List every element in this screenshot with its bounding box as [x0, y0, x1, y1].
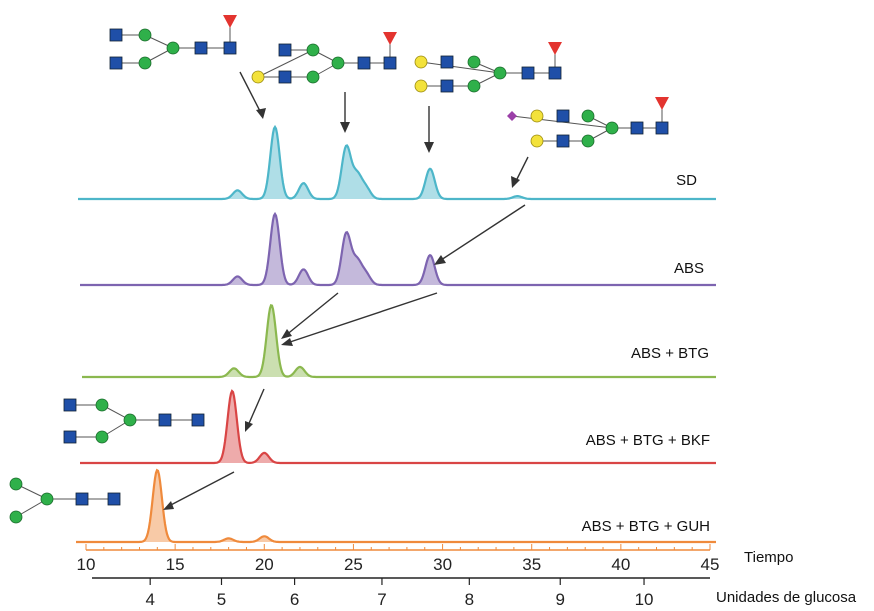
series-label-sd: SD [676, 172, 697, 189]
x2-axis-tick-label: 6 [290, 590, 299, 609]
x2-axis-tick-label: 8 [465, 590, 474, 609]
trace-abs-btg-bkf [80, 389, 716, 465]
x2-axis-tick-label: 10 [635, 590, 654, 609]
x2-axis-tick-label: 7 [377, 590, 386, 609]
x2-axis-label: Unidades de glucosa [716, 589, 857, 606]
arrow-6 [281, 292, 339, 339]
x-axis-label: Tiempo [744, 549, 793, 566]
glycan-icon-5 [63, 398, 205, 444]
arrow-5 [434, 204, 526, 265]
glycan-icon-1 [109, 15, 237, 70]
x-axis-tick-label: 25 [344, 555, 363, 574]
x-axis-tick-label: 15 [166, 555, 185, 574]
series-label-abs-btg-guh: ABS + BTG + GUH [582, 518, 710, 535]
glycan-icon-2 [251, 32, 397, 84]
arrow-9 [163, 471, 235, 510]
glycan-icon-4 [507, 97, 669, 148]
series-label-abs-btg: ABS + BTG [631, 345, 709, 362]
trace-abs-btg-guh [76, 468, 716, 544]
trace-line [80, 389, 716, 465]
x-axis-time: 10 15 20 25 30 35 40 45 [77, 544, 720, 574]
arrow-7 [281, 292, 438, 346]
trace-line [78, 124, 716, 201]
trace-sd [78, 124, 716, 201]
x-axis-glucose-units: 4 5 6 7 8 9 10 [92, 577, 710, 609]
arrow-4 [511, 156, 529, 188]
trace-line [82, 303, 716, 379]
trace-fill [78, 127, 716, 199]
x2-axis-tick-label: 4 [145, 590, 154, 609]
glycan-icon-3 [414, 42, 562, 93]
arrow-2 [340, 92, 350, 133]
x-axis-tick-label: 40 [611, 555, 630, 574]
annotation-arrows [163, 71, 529, 510]
x-axis-tick-label: 35 [522, 555, 541, 574]
arrow-1 [239, 71, 266, 119]
x-axis-tick-label: 45 [701, 555, 720, 574]
arrow-3 [424, 106, 434, 153]
series-label-abs-btg-bkf: ABS + BTG + BKF [586, 432, 710, 449]
series-labels: SD ABS ABS + BTG ABS + BTG + BKF ABS + B… [582, 172, 710, 535]
x-axis-tick-label: 20 [255, 555, 274, 574]
trace-line [80, 211, 716, 287]
trace-fill [80, 214, 716, 285]
glycan-icon-6 [9, 477, 121, 524]
x2-axis-tick-label: 9 [556, 590, 565, 609]
trace-fill [82, 305, 716, 377]
x-axis-tick-label: 10 [77, 555, 96, 574]
trace-line [76, 468, 716, 544]
trace-abs-btg [82, 303, 716, 379]
series-label-abs: ABS [674, 260, 704, 277]
trace-fill [80, 391, 716, 463]
trace-abs [80, 211, 716, 287]
x2-axis-tick-label: 5 [217, 590, 226, 609]
arrow-8 [245, 388, 265, 432]
chromatogram-traces [76, 124, 716, 544]
x-axis-tick-label: 30 [433, 555, 452, 574]
